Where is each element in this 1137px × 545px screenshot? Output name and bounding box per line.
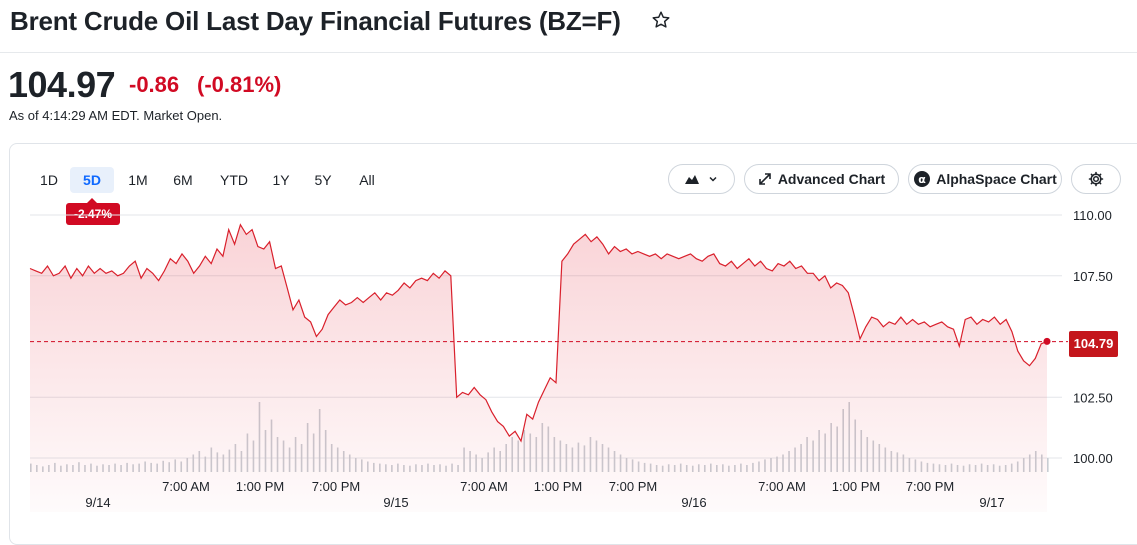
range-1m[interactable]: 1M (128, 172, 148, 188)
date-label: 9/16 (681, 495, 706, 510)
current-price-badge: 104.79 (1069, 331, 1118, 357)
y-axis: 110.00 107.50 102.50 100.00 (1073, 208, 1113, 466)
x-tick-label: 1:00 PM (534, 479, 582, 494)
star-icon[interactable] (650, 9, 672, 31)
price-line (29, 223, 1048, 443)
page-title: Brent Crude Oil Last Day Financial Futur… (10, 6, 621, 36)
expand-arrows-icon (759, 173, 771, 185)
x-tick-label: 7:00 AM (162, 479, 210, 494)
chart-settings-button[interactable] (1071, 164, 1121, 194)
x-tick-label: 7:00 PM (312, 479, 360, 494)
date-label: 9/17 (979, 495, 1004, 510)
x-axis: 7:00 AM 1:00 PM 7:00 PM 7:00 AM 1:00 PM 7:00 … (85, 479, 1004, 510)
range-1y[interactable]: 1Y (272, 172, 290, 188)
x-tick-label: 7:00 PM (609, 479, 657, 494)
header-divider (0, 52, 1137, 53)
range-6m[interactable]: 6M (173, 172, 193, 188)
alphaspace-chart-label: AlphaSpace Chart (936, 171, 1057, 187)
y-tick-label: 110.00 (1073, 208, 1112, 223)
range-all[interactable]: All (359, 172, 375, 188)
x-tick-label: 7:00 PM (906, 479, 954, 494)
alpha-icon: α (914, 171, 931, 187)
chart-type-dropdown[interactable] (668, 164, 735, 194)
range-5y[interactable]: 5Y (314, 172, 332, 188)
advanced-chart-label: Advanced Chart (777, 171, 886, 187)
x-tick-label: 7:00 AM (758, 479, 806, 494)
advanced-chart-button[interactable]: Advanced Chart (744, 164, 899, 194)
price-change-percent: (-0.81%) (197, 72, 282, 97)
volume-bar (1047, 458, 1049, 472)
date-label: 9/14 (85, 495, 110, 510)
svg-text:α: α (918, 173, 926, 186)
price-area (30, 224, 1047, 512)
last-price: 104.97 (8, 64, 116, 105)
range-5d[interactable]: 5D (70, 167, 114, 193)
y-tick-label: 107.50 (1073, 269, 1113, 284)
mountain-chart-icon (684, 175, 699, 184)
gear-icon (1088, 171, 1104, 187)
x-tick-label: 1:00 PM (832, 479, 880, 494)
chevron-down-icon (708, 176, 717, 182)
range-change-badge: -2.47% (66, 198, 120, 225)
range-1d[interactable]: 1D (40, 172, 58, 188)
x-tick-label: 7:00 AM (460, 479, 508, 494)
market-status: As of 4:14:29 AM EDT. Market Open. (9, 108, 223, 123)
last-price-marker (1043, 337, 1051, 345)
y-tick-label: 102.50 (1073, 390, 1113, 405)
y-tick-label: 100.00 (1073, 451, 1113, 466)
alphaspace-chart-button[interactable]: α AlphaSpace Chart (908, 164, 1062, 194)
date-label: 9/15 (383, 495, 408, 510)
x-tick-label: 1:00 PM (236, 479, 284, 494)
price-change: -0.86 (129, 72, 180, 97)
range-ytd[interactable]: YTD (220, 172, 248, 188)
